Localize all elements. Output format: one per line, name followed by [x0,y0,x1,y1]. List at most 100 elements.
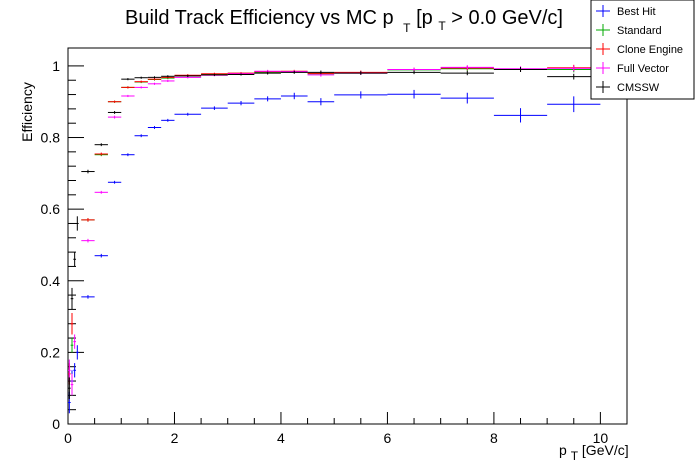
data-point [68,377,71,399]
data-point [134,80,148,83]
data-point [201,73,228,76]
series-layer [68,64,601,414]
data-point [70,312,74,335]
plot-frame [67,47,628,425]
x-tick-label: 4 [277,430,285,446]
x-axis: 0 2 4 6 8 10 [64,412,608,446]
data-point [70,338,74,353]
data-point [147,82,162,85]
chart-title-subscript-1: T [403,21,411,35]
y-tick-label: 0.2 [41,344,61,360]
data-point [94,253,108,258]
data-point [440,65,494,70]
data-point [81,218,95,222]
data-point [68,359,71,382]
x-tick-label: 2 [171,430,179,446]
data-point [75,216,79,231]
data-point [134,86,148,89]
data-point [121,86,135,89]
data-point [94,152,108,156]
legend-item: CMSSW [596,81,660,94]
legend-item: Clone Engine [596,43,683,56]
data-point [121,78,135,81]
data-point [147,126,162,129]
chart-title-main: Build Track Efficiency vs MC p [125,7,394,29]
data-point [107,111,122,114]
data-point [307,70,335,75]
data-point [334,91,388,99]
data-point [134,76,148,79]
legend-label: Clone Engine [617,44,683,56]
data-point [440,92,494,104]
x-axis-label-subscript: T [571,449,579,463]
x-axis-label: p T [GeV/c] [559,442,629,463]
legend-label: CMSSW [617,82,660,94]
data-point [387,89,441,99]
data-point [280,70,308,74]
data-point [254,71,281,75]
x-axis-label-unit: [GeV/c] [582,442,629,458]
data-point [493,108,548,123]
y-tick-label: 0 [52,416,60,432]
y-tick-label: 0.6 [41,201,61,217]
x-tick-label: 10 [593,430,609,446]
data-point [307,98,335,106]
data-point [147,76,162,79]
data-point [493,66,548,72]
y-tick-label: 1 [52,58,60,74]
chart-title-cut: > 0.0 GeV/c] [451,7,563,29]
data-point [121,94,135,98]
data-point [94,143,108,147]
data-point [107,115,122,119]
data-point [73,363,76,378]
data-point [161,75,175,78]
series-best-hit [68,89,601,414]
data-point [174,74,202,78]
x-axis-label-main: p [559,442,567,458]
data-point [81,238,95,243]
data-point [440,70,494,76]
data-point [254,96,281,102]
data-point [70,373,74,396]
data-point [73,252,76,267]
legend: Best Hit Standard Clone Engine Full Vector C… [590,0,695,100]
y-tick-label: 0.4 [41,273,61,289]
data-point [70,287,74,310]
y-axis-label: Efficiency [19,82,35,142]
chart-title: Build Track Efficiency vs MC p T [p T > … [125,7,563,37]
data-point [107,100,122,103]
legend-label: Full Vector [617,63,669,75]
data-point [134,134,148,138]
data-point [81,169,95,174]
data-point [75,345,79,360]
data-point [387,70,441,75]
legend-item: Standard [596,24,662,37]
data-point [174,112,202,116]
data-point [280,92,308,100]
series-full-vector [68,65,601,396]
data-point [227,100,255,106]
data-point [161,79,175,83]
x-tick-label: 0 [64,430,72,446]
chart-title-subscript-2: T [438,19,446,33]
data-point [94,190,108,194]
series-cmssw [68,66,601,399]
chart-title-bracket: [p [416,7,433,29]
legend-item: Best Hit [596,5,656,18]
x-tick-label: 6 [384,430,392,446]
data-point [81,295,95,299]
x-tick-label: 8 [490,430,498,446]
data-point [161,118,175,122]
legend-label: Standard [617,25,662,37]
data-point [227,73,255,76]
data-point [201,106,228,110]
data-point [121,153,135,157]
y-axis: 0 0.2 0.4 0.6 0.8 1 [41,58,84,432]
legend-label: Best Hit [617,6,656,18]
data-point [547,96,601,113]
legend-item: Full Vector [596,62,669,75]
data-point [334,71,388,75]
y-tick-label: 0.8 [41,130,61,146]
data-point [73,334,76,349]
